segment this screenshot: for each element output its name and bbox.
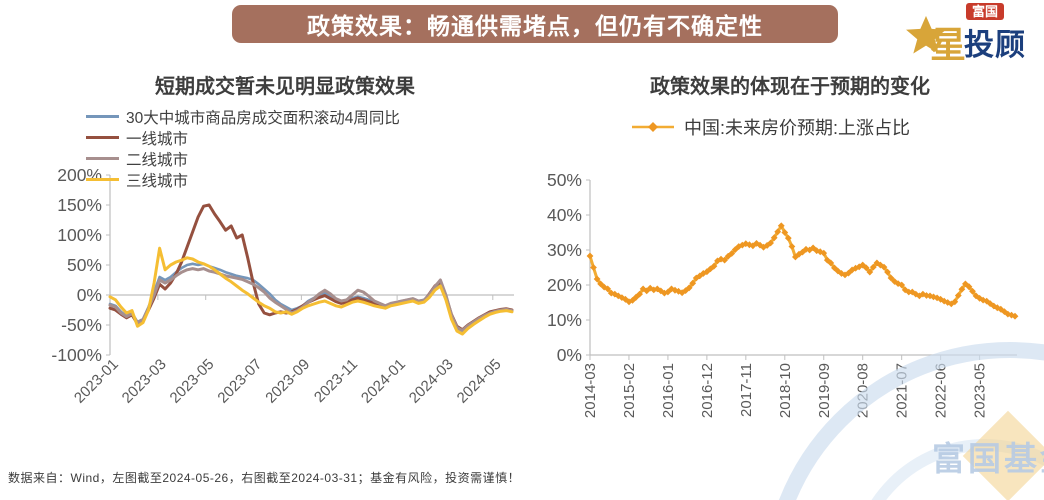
y-tick-label: 0% (77, 285, 102, 305)
x-tick-label: 2023-07 (214, 356, 265, 407)
right-legend-marker (631, 122, 674, 132)
banner-title: 政策效果：畅通供需堵点，但仍有不确定性 (307, 13, 763, 39)
x-tick-label: 2023-05 (167, 356, 218, 407)
x-tick-label: 2015-02 (621, 363, 638, 418)
legend-line-swatch (86, 135, 119, 140)
x-tick-label: 2019-09 (816, 363, 833, 418)
y-tick-label: -50% (61, 315, 102, 335)
legend-label: 二线城市 (126, 151, 189, 169)
x-tick-label: 2022-06 (933, 363, 950, 418)
legend-line-swatch (86, 177, 119, 182)
logo-brand-text: 投顾 (964, 29, 1026, 62)
x-tick-label: 2021-07 (894, 363, 911, 418)
brand-logo: 星 富国 投顾 (900, 2, 1042, 65)
x-tick-label: 2024-03 (406, 356, 457, 407)
legend-item: 一线城市 (86, 127, 400, 148)
banner: 政策效果：畅通供需堵点，但仍有不确定性 (232, 5, 838, 43)
left-chart-title: 短期成交暂未见明显政策效果 (155, 76, 415, 98)
x-tick-label: 2023-11 (311, 356, 361, 406)
y-tick-label: 50% (547, 170, 582, 190)
star-icon (900, 10, 952, 60)
legend-line-swatch (86, 115, 119, 118)
legend-label: 中国:未来房价预期:上涨占比 (683, 118, 910, 138)
x-tick-label: 2023-05 (972, 363, 989, 418)
legend-item: 30大中城市商品房成交面积滚动4周同比 (86, 106, 400, 127)
y-tick-label: 50% (67, 255, 102, 275)
y-tick-label: 10% (547, 310, 582, 330)
left-chart-plot: 200%150%100%50%0%-50%-100%2023-012023-03… (51, 165, 514, 407)
x-tick-label: 2023-03 (119, 356, 170, 407)
legend-item: 三线城市 (86, 169, 400, 190)
x-tick-label: 2023-09 (262, 356, 313, 407)
right-chart-plot: 50% 40% 30% 20% 10% 0%2014-03 2015-02 2016-01 20… (547, 170, 1019, 418)
legend-label: 30大中城市商品房成交面积滚动4周同比 (126, 109, 400, 127)
y-tick-label: 0% (557, 345, 582, 365)
x-tick-label: 2016-01 (660, 363, 677, 418)
left-chart-legend: 30大中城市商品房成交面积滚动4周同比 一线城市 二线城市 三线城市 (86, 106, 400, 190)
source-note: 数据来自：Wind，左图截至2024-05-26，右图截至2024-03-31；… (8, 471, 521, 485)
logo-badge: 富国 (966, 3, 1005, 20)
x-tick-label: 2024-01 (358, 356, 409, 407)
series-line (108, 246, 514, 336)
x-tick-label: 2014-03 (582, 363, 599, 418)
series-line (108, 267, 514, 332)
right-chart-legend: 中国:未来房价预期:上涨占比 (540, 114, 1000, 140)
y-tick-label: 40% (547, 205, 582, 225)
x-tick-label: 2016-12 (699, 363, 716, 418)
y-tick-label: 100% (57, 225, 102, 245)
legend-label: 一线城市 (126, 130, 189, 148)
y-tick-label: 150% (57, 195, 102, 215)
legend-line-swatch (86, 156, 119, 161)
y-tick-label: 30% (547, 240, 582, 260)
right-chart-title: 政策效果的体现在于预期的变化 (650, 76, 930, 98)
x-tick-label: 2020-08 (855, 363, 872, 418)
legend-item: 二线城市 (86, 148, 400, 169)
logo-star-char: 星 (930, 24, 967, 65)
x-tick-label: 2018-10 (777, 363, 794, 418)
x-tick-label: 2024-05 (454, 356, 505, 407)
x-tick-label: 2017-11 (738, 363, 755, 417)
y-tick-label: 20% (547, 275, 582, 295)
y-tick-label: -100% (51, 345, 102, 365)
series-markers (586, 222, 1019, 320)
legend-label: 三线城市 (126, 172, 189, 190)
